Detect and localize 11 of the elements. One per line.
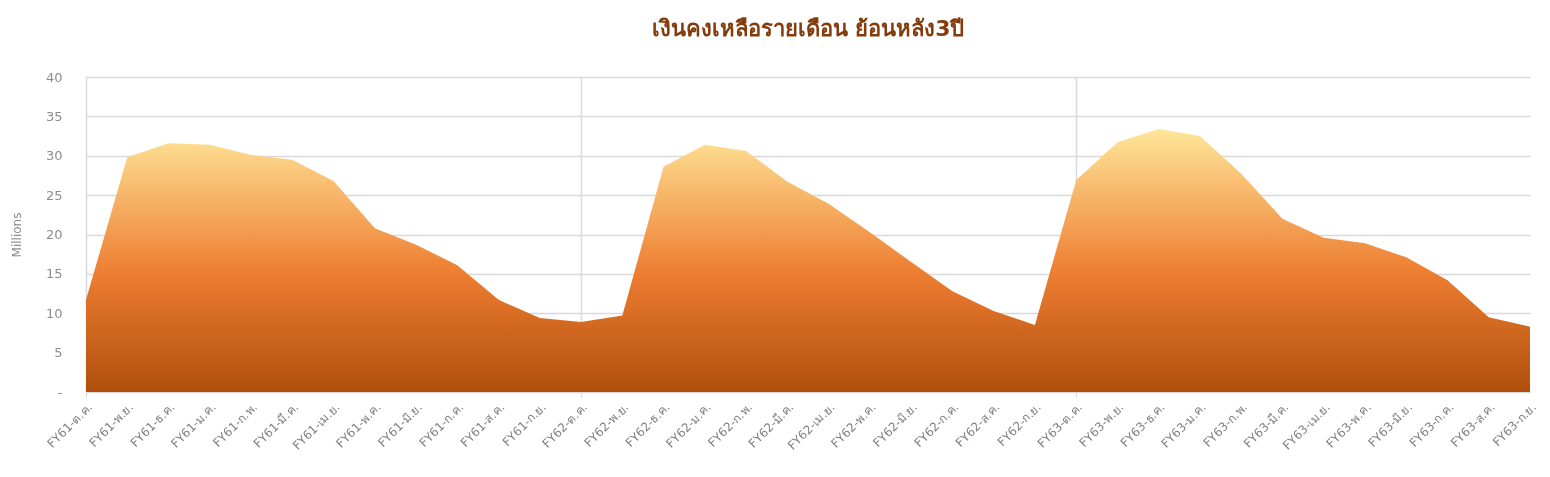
y-tick-label: 5 [54, 345, 63, 361]
y-tick-label: 15 [45, 266, 63, 282]
y-tick-label: 25 [45, 187, 63, 203]
y-tick-label: 10 [45, 305, 63, 321]
y-tick-label: - [57, 384, 63, 400]
y-tick-label: 35 [45, 108, 63, 124]
y-tick-label: 20 [45, 227, 63, 242]
y-tick-label: 40 [45, 69, 63, 85]
y-tick-label: 30 [45, 148, 63, 164]
chart-title: เงินคงเหลือรายเดือน ย้อนหลัง3ปี [651, 16, 965, 41]
y-axis-title: Millions [9, 212, 24, 258]
